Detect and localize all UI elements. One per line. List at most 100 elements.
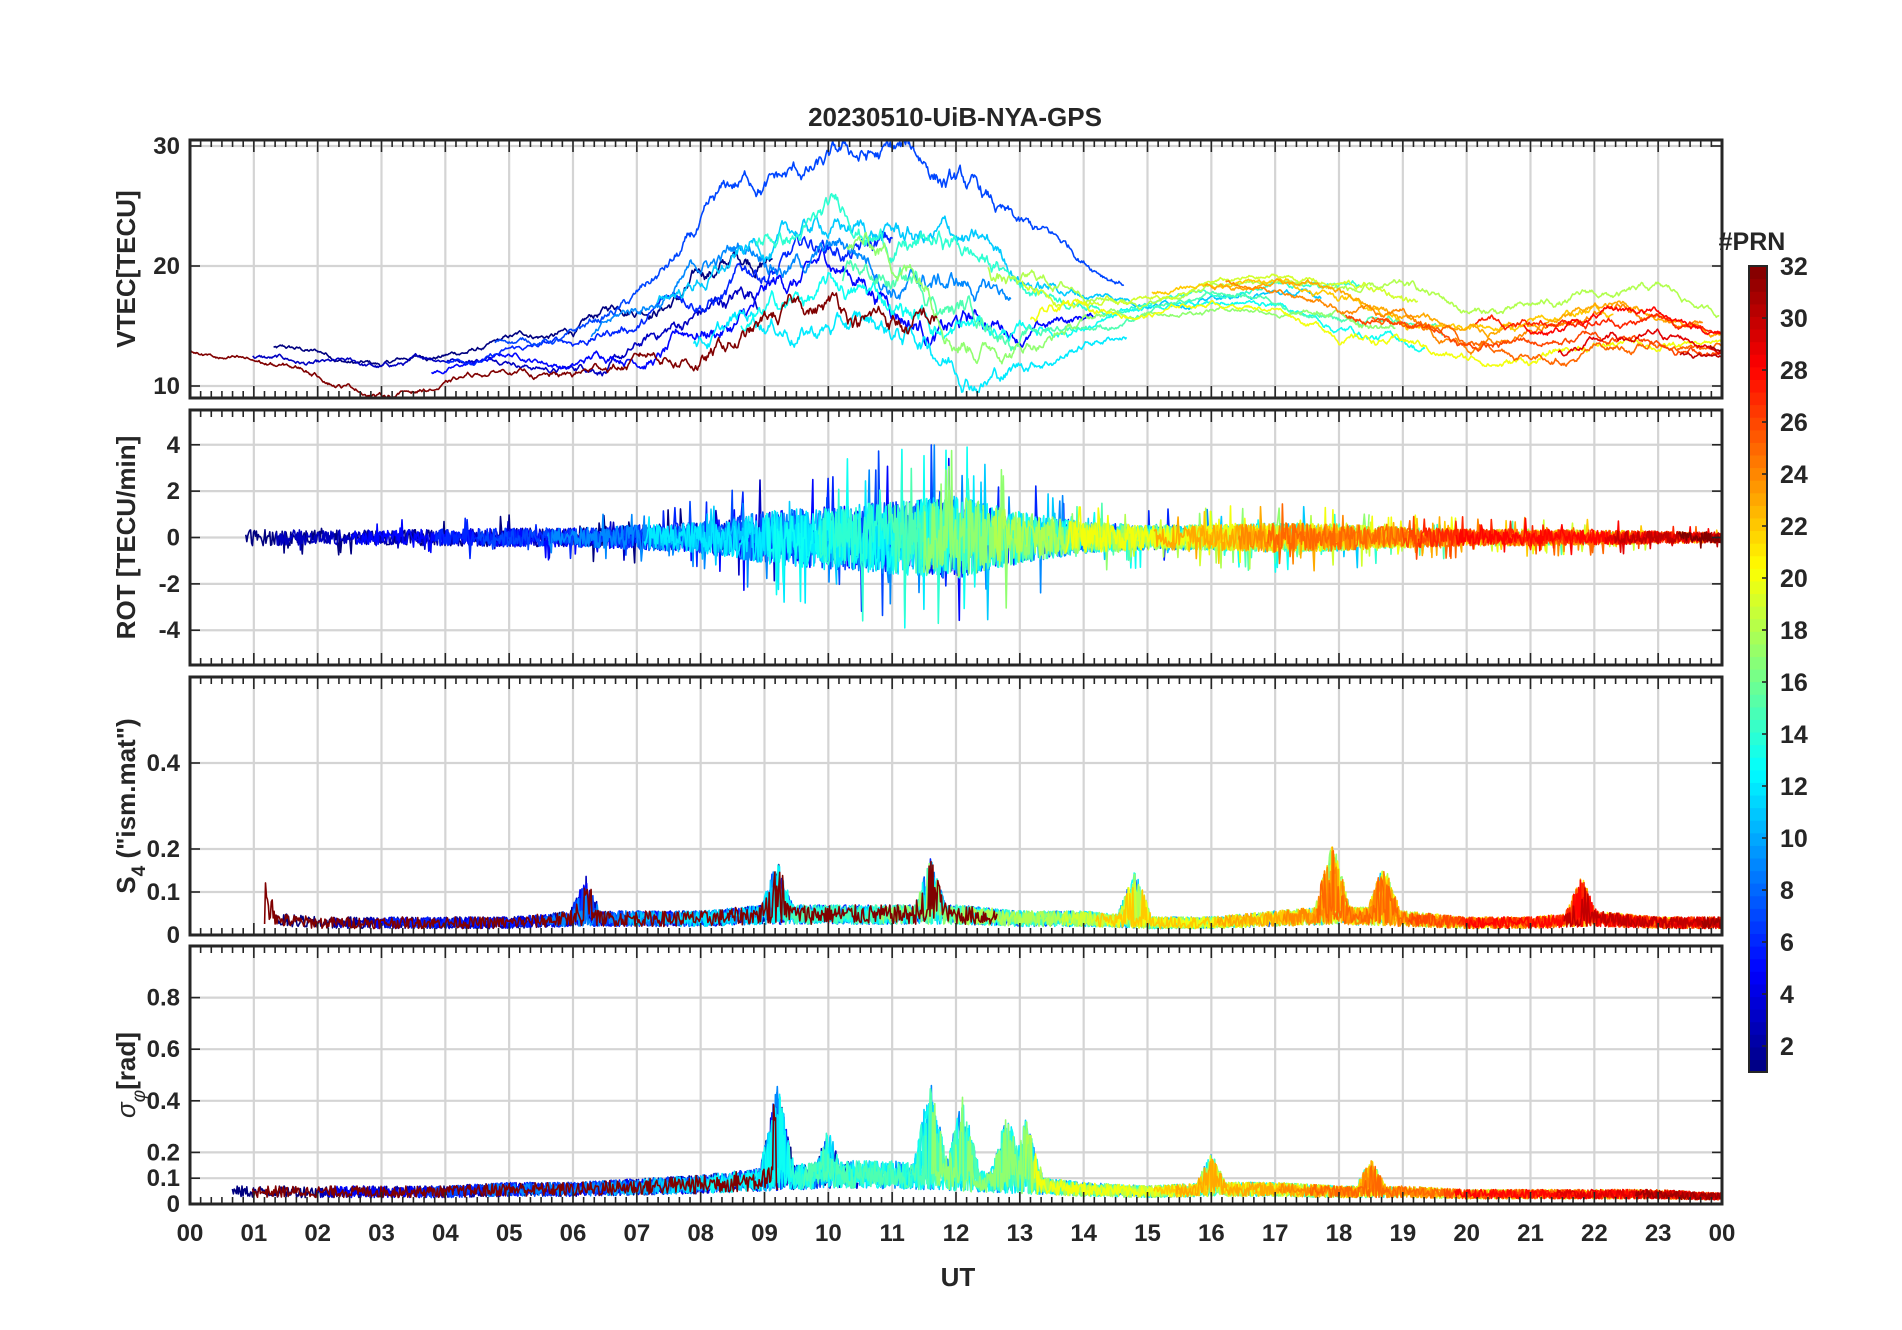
prn-trace-5 <box>430 247 1096 375</box>
y-tick-label: 0.4 <box>147 1088 181 1115</box>
colorbar-segment <box>1749 492 1767 506</box>
y-tick-label: 0.4 <box>147 750 181 777</box>
colorbar-segment <box>1749 429 1767 443</box>
x-tick-label: 23 <box>1645 1220 1672 1247</box>
colorbar-segment <box>1749 769 1767 783</box>
colorbar-segment <box>1749 832 1767 846</box>
colorbar-segment <box>1749 920 1767 935</box>
x-tick-label: 00 <box>1709 1220 1736 1247</box>
y-tick-label: -4 <box>159 617 181 644</box>
colorbar-segment <box>1749 1009 1767 1023</box>
colorbar-segment <box>1749 958 1767 972</box>
x-tick-label: 14 <box>1070 1220 1097 1247</box>
colorbar-segment <box>1749 543 1767 557</box>
colorbar-segment <box>1749 517 1767 532</box>
colorbar-tick-label: 32 <box>1780 253 1808 281</box>
colorbar-segment <box>1749 757 1767 771</box>
colorbar-tick-label: 24 <box>1780 461 1808 489</box>
colorbar-segment <box>1749 706 1767 720</box>
colorbar-segment <box>1749 908 1767 922</box>
colorbar-segment <box>1749 391 1767 406</box>
x-tick-label: 22 <box>1581 1220 1608 1247</box>
y-tick-label: 4 <box>167 432 181 459</box>
colorbar-segment <box>1749 857 1767 872</box>
y-tick-label: 30 <box>153 133 180 160</box>
prn-trace-7 <box>494 140 1125 347</box>
colorbar-tick-label: 6 <box>1780 929 1794 957</box>
x-tick-label: 03 <box>368 1220 395 1247</box>
x-tick-label: 16 <box>1198 1220 1225 1247</box>
colorbar-segment <box>1749 366 1767 380</box>
prn-trace-31 <box>1701 916 1722 930</box>
axes-frame <box>188 675 1724 937</box>
prn-trace-32 <box>190 291 938 398</box>
x-tick-label: 01 <box>240 1220 267 1247</box>
prn-trace-32 <box>1677 531 1722 549</box>
prn-trace-19 <box>1021 273 1419 309</box>
figure-title: 20230510-UiB-NYA-GPS <box>808 102 1102 132</box>
prn-trace-17 <box>846 231 1396 365</box>
colorbar-segment <box>1749 328 1767 343</box>
colorbar-segment <box>1749 266 1767 280</box>
colorbar-tick-label: 4 <box>1780 981 1794 1009</box>
colorbar-segment <box>1749 631 1767 645</box>
colorbar-segment <box>1749 971 1767 985</box>
traces-vtec <box>190 140 1722 398</box>
colorbar-segment <box>1749 669 1767 683</box>
x-tick-label: 10 <box>815 1220 842 1247</box>
x-axis-label: UT <box>941 1262 976 1292</box>
colorbar-segment <box>1749 656 1767 670</box>
colorbar-segment <box>1749 794 1767 809</box>
prn-trace-3 <box>252 286 759 377</box>
y-axis-label-sigma_phi: σφ[rad] <box>111 1032 150 1118</box>
prn-trace-11 <box>656 215 1322 311</box>
colorbar-segment <box>1749 593 1767 607</box>
prn-trace-18 <box>987 267 1720 319</box>
x-tick-label: 06 <box>560 1220 587 1247</box>
prn-trace-28 <box>1523 305 1722 336</box>
prn-trace-23 <box>1204 277 1722 339</box>
colorbar-segment <box>1749 606 1767 620</box>
colorbar-segment <box>1749 379 1767 393</box>
x-tick-label: 15 <box>1134 1220 1161 1247</box>
x-tick-label: 08 <box>687 1220 714 1247</box>
colorbar-tick-label: 10 <box>1780 825 1808 853</box>
colorbar-frame <box>1748 265 1768 1073</box>
y-tick-label: 0.2 <box>147 836 180 863</box>
colorbar-segment <box>1749 845 1767 859</box>
axes-frame <box>188 138 1724 400</box>
colorbar-segment <box>1749 933 1767 947</box>
colorbar-segment <box>1749 883 1767 897</box>
x-tick-label: 11 <box>879 1220 904 1247</box>
colorbar-segment <box>1749 417 1767 431</box>
y-tick-label: 0.8 <box>147 985 180 1012</box>
prn-trace-31 <box>1709 344 1722 353</box>
x-tick-label: 12 <box>943 1220 970 1247</box>
colorbar-segment <box>1749 278 1767 292</box>
panel-vtec: 10 20 30 VTEC[TECU] <box>111 133 1724 400</box>
colorbar-segment <box>1749 1046 1767 1061</box>
colorbar-segment <box>1749 782 1767 796</box>
y-axis-label-rot: ROT [TECU/min] <box>111 436 141 640</box>
colorbar-tick-label: 22 <box>1780 513 1808 541</box>
x-tick-label: 09 <box>751 1220 778 1247</box>
colorbar-segment <box>1749 354 1767 368</box>
colorbar-segment <box>1749 731 1767 746</box>
colorbar-segment <box>1749 744 1767 758</box>
colorbar-segment <box>1749 719 1767 733</box>
y-tick-label: 0.6 <box>147 1036 180 1063</box>
x-tick-label: 07 <box>623 1220 650 1247</box>
colorbar-segment <box>1749 480 1767 494</box>
y-tick-label: 10 <box>153 373 180 400</box>
y-tick-label: 0.1 <box>147 1165 180 1192</box>
y-tick-label: 0 <box>167 525 180 552</box>
prn-trace-30 <box>1679 351 1722 359</box>
y-tick-label: -2 <box>159 571 180 598</box>
colorbar-segment <box>1749 454 1767 469</box>
x-tick-label: 04 <box>432 1220 459 1247</box>
y-tick-label: 2 <box>167 478 180 505</box>
prn-trace-17 <box>931 1096 1331 1198</box>
prn-trace-30 <box>1563 887 1722 930</box>
